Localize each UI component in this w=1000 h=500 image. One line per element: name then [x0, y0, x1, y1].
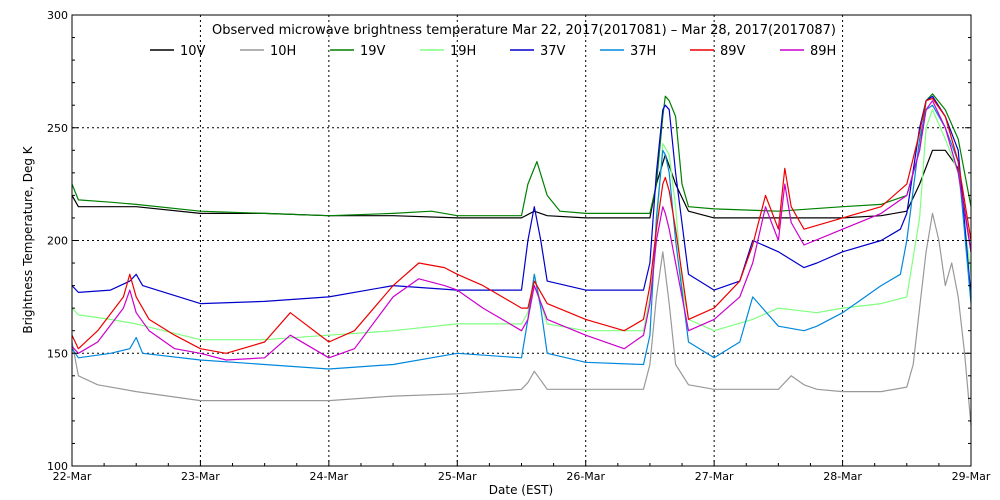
x-tick-label: 27-Mar: [695, 470, 734, 483]
ticks: 22-Mar 23-Mar 24-Mar 25-Mar 26-Mar 27-Mar 28-M…: [47, 9, 991, 483]
y-tick-label: 300: [47, 9, 68, 22]
legend-label: 89H: [810, 44, 836, 59]
series-line-19h: [71, 109, 972, 341]
y-tick-label: 200: [47, 235, 68, 248]
series-line-37v: [71, 95, 972, 305]
y-tick-label: 100: [47, 460, 68, 473]
y-tick-label: 250: [47, 122, 68, 135]
y-tick-label: 150: [47, 347, 68, 360]
x-tick-label: 24-Mar: [309, 470, 348, 483]
chart-title: Observed microwave brightness temperatur…: [212, 23, 836, 38]
x-axis-label: Date (EST): [489, 483, 553, 497]
legend-label: 19V: [360, 44, 386, 59]
legend-label: 10V: [180, 44, 206, 59]
series-line-10v: [71, 149, 972, 252]
plot-frame: [71, 14, 972, 467]
y-axis-label: Brightness Temperature, Deg K: [21, 145, 35, 333]
series-line-37h: [71, 104, 972, 370]
x-tick-label: 22-Mar: [53, 470, 92, 483]
series-line-89v: [71, 97, 972, 354]
x-tick-label: 25-Mar: [438, 470, 477, 483]
legend: 10V 10H 19V 19H 37V 37H 89V 89H: [150, 44, 836, 59]
legend-label: 89V: [720, 44, 746, 59]
legend-label: 37V: [540, 44, 566, 59]
series-line-10h: [71, 212, 972, 426]
x-tick-label: 28-Mar: [823, 470, 862, 483]
series-line-19v: [71, 93, 972, 217]
x-tick-label: 29-Mar: [952, 470, 991, 483]
x-tick-label: 26-Mar: [566, 470, 605, 483]
x-tick-label: 23-Mar: [181, 470, 220, 483]
legend-label: 19H: [450, 44, 476, 59]
legend-label: 37H: [630, 44, 656, 59]
series-lines: [71, 93, 972, 426]
series-line-89h: [71, 100, 972, 361]
legend-label: 10H: [270, 44, 296, 59]
grid-lines: [72, 15, 971, 466]
